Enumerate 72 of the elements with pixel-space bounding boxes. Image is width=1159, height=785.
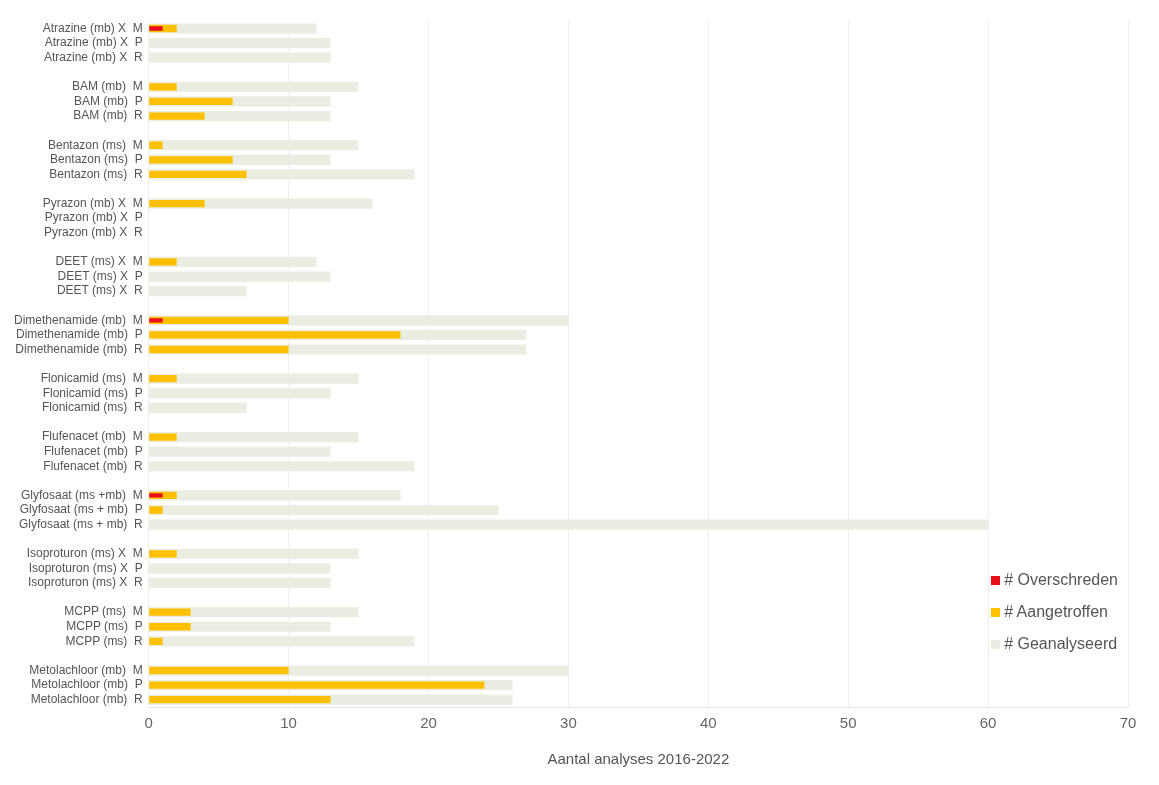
bar bbox=[149, 345, 289, 354]
bar bbox=[149, 623, 191, 631]
bar bbox=[149, 170, 247, 179]
bar bbox=[149, 608, 191, 616]
y-tick-label: Pyrazon (mb) X R bbox=[44, 225, 144, 240]
y-tick-label: MCPP (ms) M bbox=[64, 604, 143, 619]
y-tick-label: Glyfosaat (ms +mb) M bbox=[21, 487, 143, 502]
x-tick-label: 0 bbox=[144, 714, 153, 732]
y-tick-label: Isoproturon (ms) X R bbox=[28, 575, 144, 590]
y-tick-label: DEET (ms) X P bbox=[57, 268, 143, 283]
bar bbox=[149, 316, 289, 324]
bar bbox=[149, 375, 177, 383]
y-tick-label: Flonicamid (ms) R bbox=[42, 400, 144, 415]
x-tick-label: 30 bbox=[560, 714, 577, 732]
y-tick-label: Atrazine (mb) X R bbox=[44, 49, 144, 64]
x-axis-title: Aantal analyses 2016-2022 bbox=[547, 750, 730, 768]
x-tick-label: 60 bbox=[979, 714, 997, 732]
y-tick-label: Isoproturon (ms) X P bbox=[28, 560, 143, 575]
x-tick-label: 20 bbox=[420, 714, 437, 732]
bar bbox=[149, 433, 177, 441]
y-tick-label: MCPP (ms) R bbox=[65, 633, 144, 648]
y-tick-label: DEET (ms) X M bbox=[55, 254, 143, 269]
y-tick-label: BAM (mb) P bbox=[74, 93, 143, 108]
bar bbox=[149, 26, 163, 31]
bar bbox=[149, 681, 485, 689]
x-tick-label: 50 bbox=[839, 714, 857, 732]
legend-label: # Geanalyseerd bbox=[1004, 635, 1118, 653]
y-tick-label: Bentazon (ms) P bbox=[50, 152, 143, 167]
bar bbox=[149, 696, 331, 704]
legend-label: # Aangetroffen bbox=[1004, 603, 1108, 621]
y-tick-label: Dimethenamide (mb) P bbox=[15, 327, 143, 342]
y-tick-label: Atrazine (mb) X P bbox=[44, 35, 143, 50]
y-tick-label: Pyrazon (mb) X M bbox=[42, 195, 143, 210]
y-tick-label: DEET (ms) X R bbox=[56, 283, 144, 298]
bar bbox=[149, 112, 205, 120]
x-tick-label: 10 bbox=[280, 714, 297, 732]
bar bbox=[149, 506, 163, 514]
legend-label: # Overschreden bbox=[1004, 571, 1118, 589]
bar bbox=[149, 141, 163, 149]
y-tick-label: BAM (mb) M bbox=[72, 79, 143, 94]
bar bbox=[149, 156, 233, 164]
bar bbox=[149, 666, 289, 675]
y-tick-label: Isoproturon (ms) X M bbox=[26, 546, 143, 561]
y-tick-label: Flufenacet (mb) M bbox=[42, 429, 143, 444]
y-tick-label: Dimethenamide (mb) M bbox=[14, 312, 143, 327]
y-tick-label: Glyfosaat (ms + mb) R bbox=[19, 516, 144, 531]
bar bbox=[149, 83, 177, 91]
y-tick-label: Metolachloor (mb) M bbox=[29, 662, 143, 677]
bar bbox=[149, 550, 177, 558]
y-tick-label: Bentazon (ms) M bbox=[48, 137, 143, 152]
y-tick-label: Flufenacet (mb) R bbox=[43, 458, 144, 473]
y-tick-label: Flonicamid (ms) P bbox=[42, 385, 143, 400]
y-tick-label: Atrazine (mb) X M bbox=[42, 20, 143, 35]
y-tick-label: Metolachloor (mb) P bbox=[31, 677, 143, 692]
bar bbox=[149, 318, 163, 323]
bar bbox=[149, 331, 401, 339]
y-tick-label: MCPP (ms) P bbox=[66, 619, 143, 634]
y-tick-label: Metolachloor (mb) R bbox=[30, 692, 144, 707]
y-tick-label: Dimethenamide (mb) R bbox=[15, 341, 144, 356]
y-tick-label: BAM (mb) R bbox=[73, 108, 144, 123]
y-tick-label: Flonicamid (ms) M bbox=[40, 371, 143, 385]
y-tick-label: Glyfosaat (ms + mb) P bbox=[19, 502, 143, 517]
bar bbox=[149, 97, 233, 106]
bar bbox=[149, 493, 163, 498]
y-tick-label: Flufenacet (mb) P bbox=[44, 443, 143, 458]
bar bbox=[149, 258, 177, 266]
bar bbox=[149, 199, 205, 208]
y-tick-label: Pyrazon (mb) X P bbox=[44, 210, 143, 225]
x-tick-label: 40 bbox=[699, 714, 717, 732]
x-tick-label: 70 bbox=[1119, 714, 1137, 732]
bar bbox=[149, 637, 163, 645]
y-tick-label: Bentazon (ms) R bbox=[49, 166, 144, 181]
